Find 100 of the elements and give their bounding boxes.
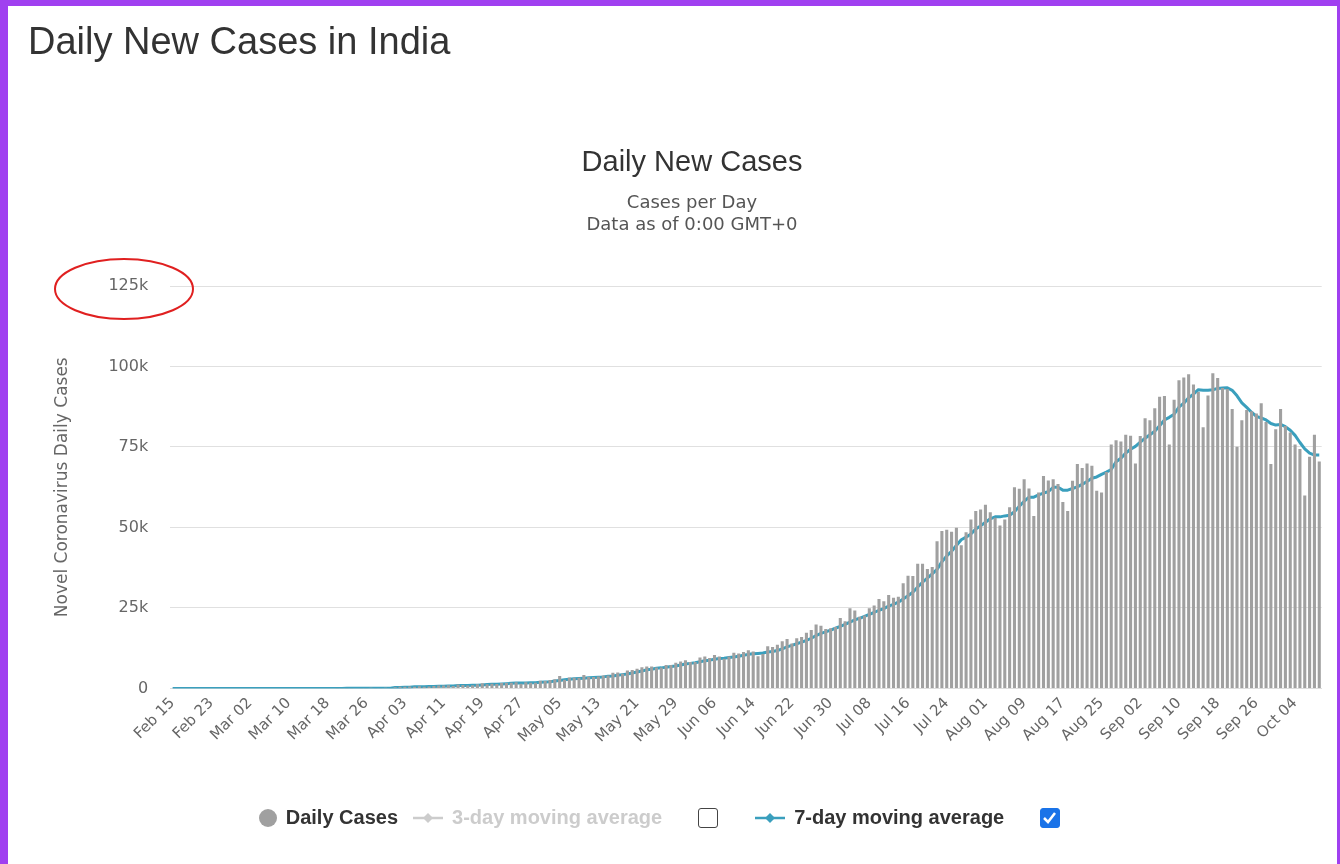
bar — [654, 667, 658, 688]
y-tick-label: 75k — [118, 436, 149, 456]
bar — [616, 672, 620, 688]
bar — [1187, 374, 1191, 688]
bar — [940, 531, 944, 688]
bar — [596, 676, 600, 688]
bar — [945, 529, 949, 688]
bar — [708, 657, 712, 688]
bar — [814, 624, 818, 688]
bar — [829, 628, 833, 688]
bar — [1162, 396, 1166, 688]
bar — [1104, 472, 1108, 688]
bar — [824, 628, 828, 688]
bar — [1003, 519, 1007, 688]
bar — [683, 660, 688, 688]
bar — [475, 684, 479, 688]
bar — [1100, 492, 1104, 688]
bar — [456, 684, 460, 688]
bar — [1225, 389, 1229, 688]
text: Cases per Day — [626, 191, 758, 213]
bar — [838, 617, 842, 688]
bar — [746, 650, 750, 688]
bar — [1177, 380, 1181, 688]
bar — [606, 675, 610, 688]
bar — [1133, 463, 1137, 688]
bar — [558, 675, 562, 688]
bar — [766, 646, 770, 688]
bar — [1138, 436, 1142, 688]
bar — [1191, 384, 1196, 688]
bar — [679, 661, 683, 688]
bar — [795, 638, 799, 688]
bar — [809, 629, 813, 688]
bar — [630, 670, 634, 688]
bar — [674, 662, 678, 688]
bar — [533, 682, 538, 688]
bar — [974, 511, 978, 688]
bar — [1124, 434, 1128, 688]
bar — [562, 679, 567, 688]
bar — [1245, 409, 1249, 688]
y-tick-label: 0 — [138, 677, 149, 697]
bar — [1095, 490, 1099, 688]
bar — [1254, 413, 1258, 688]
bar — [446, 685, 450, 688]
bar — [1037, 492, 1041, 688]
bar — [538, 680, 542, 688]
bar — [959, 545, 963, 688]
bar — [1153, 408, 1157, 688]
bar — [567, 677, 571, 688]
bar — [659, 667, 663, 688]
bar — [862, 615, 867, 688]
bar — [896, 596, 900, 688]
bar — [611, 672, 615, 688]
bar — [969, 519, 973, 688]
bar — [451, 685, 455, 688]
bar — [988, 512, 992, 688]
bar — [635, 668, 639, 688]
bar — [1220, 388, 1225, 688]
bar — [461, 684, 465, 688]
bar — [1012, 487, 1017, 688]
bar — [1129, 435, 1133, 688]
bar — [877, 598, 881, 688]
bar — [640, 667, 644, 688]
chart-title: Daily New Cases in India — [28, 20, 451, 63]
bar — [775, 644, 779, 688]
bar — [1317, 461, 1321, 688]
bar — [887, 595, 891, 688]
bar — [480, 683, 484, 688]
bar — [621, 673, 625, 688]
bar — [1288, 432, 1292, 688]
bar — [1046, 480, 1050, 688]
bar — [650, 666, 654, 688]
bar — [858, 616, 862, 688]
bar — [1017, 488, 1021, 688]
y-tick-label: 25k — [118, 597, 149, 617]
bar — [1312, 434, 1316, 688]
bar — [592, 676, 596, 688]
bar — [645, 666, 649, 688]
bar — [1216, 378, 1220, 688]
text: Data as of 0:00 GMT+0 — [586, 212, 798, 234]
bar — [432, 685, 436, 688]
bar — [1293, 444, 1297, 688]
bar — [891, 597, 896, 688]
bar — [1041, 475, 1046, 688]
y-tick-label: 50k — [118, 516, 149, 536]
bar — [688, 662, 692, 688]
bar — [979, 509, 983, 688]
bar — [983, 504, 987, 688]
bar — [1075, 464, 1079, 688]
bar — [519, 683, 523, 688]
bar — [1119, 441, 1123, 688]
bar — [800, 636, 804, 688]
bar — [804, 632, 808, 688]
bar — [1158, 396, 1162, 688]
bar — [1308, 456, 1312, 688]
bar — [1298, 448, 1302, 688]
bar — [712, 654, 717, 688]
bar — [833, 626, 837, 688]
bar — [1066, 511, 1070, 688]
bar — [1085, 463, 1089, 688]
bar — [548, 680, 552, 688]
